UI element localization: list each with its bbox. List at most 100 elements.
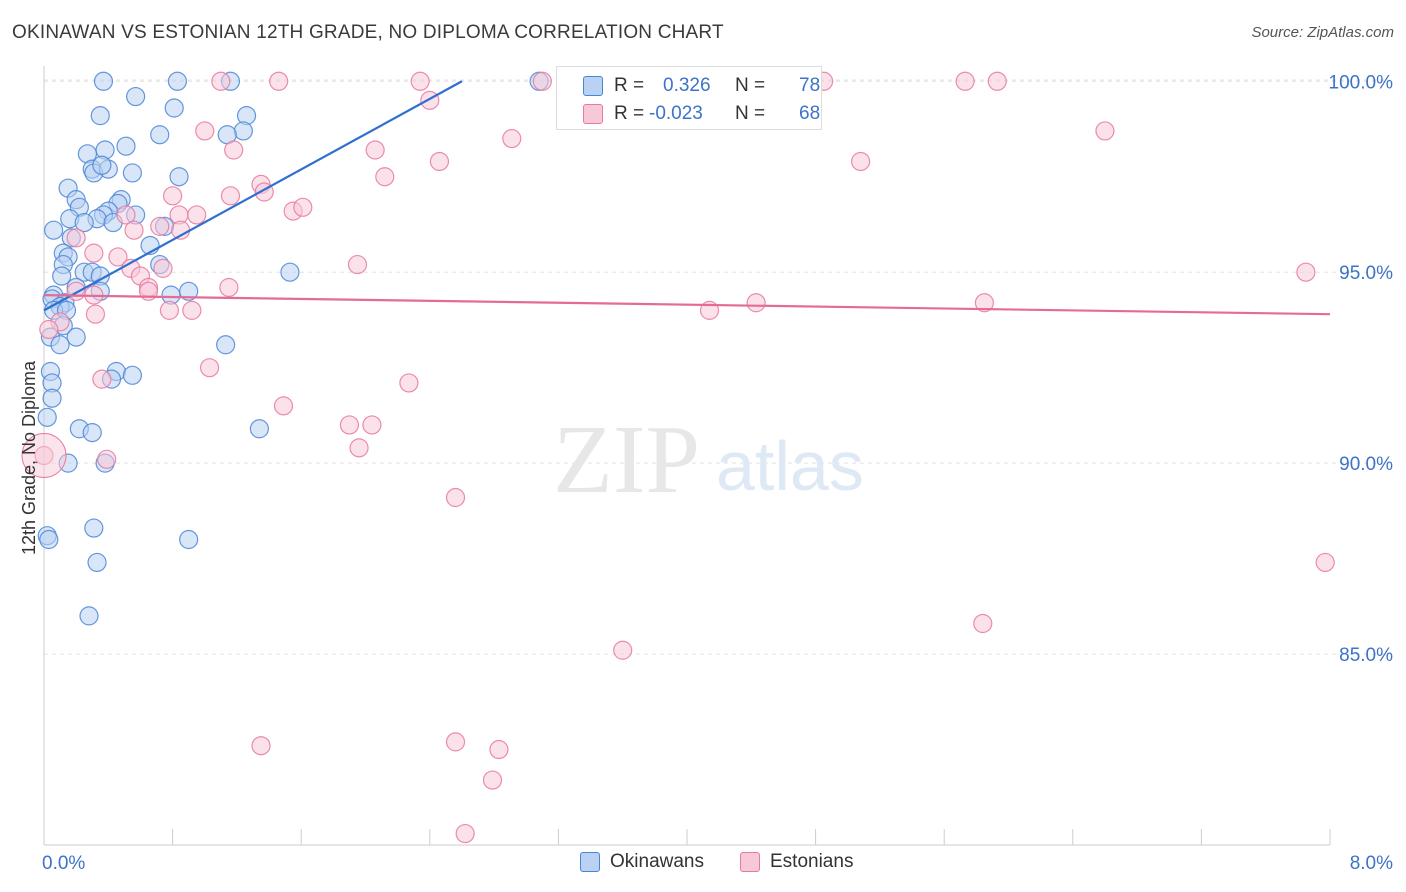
estonians-point: [92, 369, 112, 389]
okinawans-point: [179, 529, 199, 550]
estonians-point: [455, 823, 475, 844]
estonians-point: [410, 71, 430, 91]
estonians-point: [375, 167, 395, 187]
okinawans-trend-line: [43, 80, 463, 312]
okinawans-point: [44, 220, 64, 240]
x-tick-label-max: 8.0%: [1350, 853, 1393, 874]
estonians-point: [220, 186, 241, 206]
estonians-point: [1296, 262, 1316, 282]
okinawans-point: [39, 529, 59, 550]
okinawans-point: [90, 106, 110, 126]
okinawans-point: [42, 388, 62, 408]
estonians-point: [163, 186, 183, 206]
estonians-point: [269, 71, 289, 91]
n-label: N =: [735, 103, 766, 124]
estonians-point: [153, 258, 173, 278]
data-points: [21, 71, 1335, 844]
watermark-atlas: atlas: [716, 427, 864, 505]
okinawans-point: [37, 407, 57, 427]
estonians-point: [974, 293, 994, 313]
trend-lines: [43, 80, 1331, 316]
okinawans-point: [116, 136, 136, 156]
estonians-r-value: -0.023: [649, 103, 703, 124]
estonians-point: [746, 293, 766, 313]
axis-labels: 85.0% 90.0% 95.0% 100.0% 0.0% 8.0% 12th Grade,…: [19, 72, 1393, 874]
y-tick-label: 90.0%: [1339, 454, 1393, 475]
r-label: R =: [614, 75, 645, 96]
estonians-point: [489, 739, 509, 760]
okinawans-point: [169, 167, 189, 187]
estonians-point: [159, 300, 179, 320]
okinawans-point: [84, 518, 104, 538]
okinawans-swatch: [583, 76, 603, 96]
estonians-point: [84, 243, 104, 263]
estonians-point-large: [21, 433, 67, 478]
estonians-point: [973, 613, 993, 634]
okinawans-point: [150, 125, 170, 145]
estonians-point: [66, 228, 86, 248]
legend-swatch-estonians: [740, 852, 760, 872]
estonians-point: [293, 197, 313, 217]
estonians-point: [987, 71, 1007, 91]
okinawans-point: [87, 552, 107, 573]
estonians-point: [399, 373, 419, 393]
stats-legend: R = 0.326 N = 78 R = -0.023 N = 68: [556, 66, 822, 130]
estonians-point: [613, 640, 633, 660]
source-label: Source: ZipAtlas.com: [1251, 24, 1394, 41]
estonians-point: [532, 71, 552, 91]
estonians-point: [187, 205, 207, 225]
estonians-point: [39, 319, 59, 340]
estonians-point: [182, 300, 202, 320]
estonians-point: [219, 277, 239, 298]
estonians-point: [349, 438, 369, 458]
estonians-point: [66, 281, 86, 301]
legend-label-estonians: Estonians: [770, 851, 854, 872]
estonians-point: [150, 216, 170, 236]
okinawans-point: [233, 121, 253, 141]
estonians-point: [482, 770, 503, 790]
legend-item-estonians[interactable]: Estonians: [740, 851, 853, 873]
okinawans-point: [179, 281, 199, 301]
estonians-point: [116, 205, 136, 225]
gridlines: [44, 79, 1390, 655]
okinawans-point: [74, 212, 94, 233]
n-label: N =: [735, 75, 766, 96]
estonians-point: [365, 140, 385, 160]
y-tick-label: 100.0%: [1329, 72, 1394, 93]
estonians-point: [851, 151, 871, 172]
x-tick-label-min: 0.0%: [42, 853, 85, 874]
okinawans-point: [52, 266, 72, 286]
estonians-point: [445, 487, 466, 508]
stats-row-estonians: R = -0.023 N = 68: [557, 100, 823, 128]
estonians-point: [1315, 552, 1335, 573]
estonians-point: [97, 449, 117, 469]
watermark-zip: ZIP: [553, 406, 700, 514]
estonians-point: [347, 254, 368, 275]
okinawans-r-value: 0.326: [663, 75, 711, 96]
y-tick-label: 95.0%: [1339, 263, 1393, 284]
legend-item-okinawans[interactable]: Okinawans: [580, 851, 704, 873]
okinawans-point: [79, 606, 99, 626]
estonians-n-value: 68: [799, 103, 821, 124]
y-tick-label: 85.0%: [1339, 645, 1393, 666]
estonians-point: [199, 358, 220, 378]
series-legend: Okinawans Estonians: [0, 851, 1406, 879]
estonians-point: [273, 396, 294, 416]
estonians-point: [108, 247, 128, 267]
okinawans-point: [216, 335, 236, 355]
estonians-point: [429, 151, 450, 172]
estonians-point: [445, 732, 466, 752]
y-axis-title: 12th Grade, No Diploma: [19, 360, 39, 555]
okinawans-point: [50, 335, 70, 355]
estonians-point: [124, 220, 144, 240]
estonians-point: [195, 121, 215, 141]
okinawans-point: [280, 262, 300, 282]
estonians-point: [251, 736, 271, 756]
estonians-point: [339, 415, 360, 435]
estonians-trend-line: [43, 294, 1331, 316]
okinawans-point: [249, 419, 270, 439]
estonians-point: [420, 90, 440, 110]
estonians-point: [224, 140, 244, 160]
estonians-swatch: [583, 104, 603, 124]
